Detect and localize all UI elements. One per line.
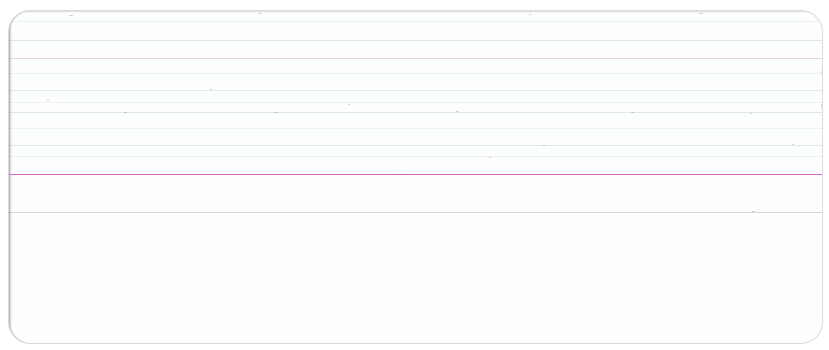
card-left-edge <box>9 11 12 343</box>
card-top-edge <box>9 11 822 13</box>
ruled-line <box>9 212 822 213</box>
ruled-lines <box>9 11 822 343</box>
ruled-line <box>9 90 822 91</box>
ruled-line <box>9 145 822 146</box>
ruled-line <box>9 40 822 41</box>
ruled-line <box>9 128 822 129</box>
ruled-index-card <box>8 10 823 344</box>
ruled-line <box>9 58 822 59</box>
header-line <box>9 174 822 175</box>
ruled-line <box>9 156 822 157</box>
ruled-line <box>9 112 822 113</box>
ruled-line <box>9 102 822 103</box>
ruled-line <box>9 73 822 74</box>
ruled-line <box>9 21 822 22</box>
